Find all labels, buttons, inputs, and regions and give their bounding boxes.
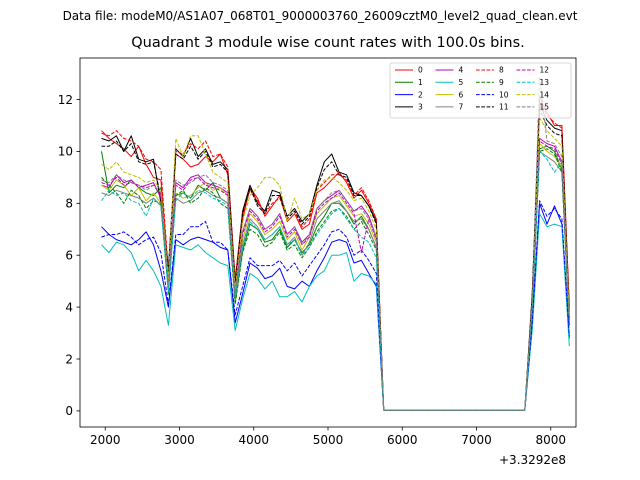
legend-label-8: 8 bbox=[499, 66, 504, 75]
y-tick-label-10: 10 bbox=[58, 145, 73, 159]
x-tick-label-2000: 2000 bbox=[90, 433, 121, 447]
series-line-15 bbox=[101, 75, 570, 411]
legend-label-14: 14 bbox=[540, 90, 550, 99]
y-tick-label-6: 6 bbox=[65, 249, 73, 263]
legend-label-4: 4 bbox=[459, 66, 464, 75]
y-tick-label-8: 8 bbox=[65, 197, 73, 211]
y-tick-label-12: 12 bbox=[58, 93, 73, 107]
y-tick-label-4: 4 bbox=[65, 300, 73, 314]
chart-title: Quadrant 3 module wise count rates with … bbox=[131, 35, 525, 51]
chart-suptitle: Data file: modeM0/AS1A07_068T01_90000037… bbox=[62, 9, 578, 23]
legend-box bbox=[389, 62, 572, 119]
legend-label-1: 1 bbox=[418, 78, 423, 87]
legend-label-11: 11 bbox=[499, 103, 509, 112]
legend-label-2: 2 bbox=[418, 90, 423, 99]
legend-label-12: 12 bbox=[540, 66, 550, 75]
legend-label-0: 0 bbox=[418, 66, 423, 75]
legend-label-6: 6 bbox=[459, 90, 464, 99]
x-tick-label-4000: 4000 bbox=[238, 433, 269, 447]
y-tick-label-0: 0 bbox=[65, 404, 73, 418]
x-tick-label-8000: 8000 bbox=[535, 433, 566, 447]
x-tick-label-5000: 5000 bbox=[313, 433, 344, 447]
legend-label-15: 15 bbox=[540, 103, 550, 112]
legend-label-10: 10 bbox=[499, 90, 509, 99]
x-tick-label-7000: 7000 bbox=[461, 433, 492, 447]
x-axis-offset-label: +3.3292e8 bbox=[499, 453, 567, 467]
legend-label-9: 9 bbox=[499, 78, 504, 87]
legend-label-13: 13 bbox=[540, 78, 550, 87]
series-line-14 bbox=[101, 117, 570, 411]
legend-label-5: 5 bbox=[459, 78, 464, 87]
legend-label-7: 7 bbox=[459, 103, 464, 112]
series-line-11 bbox=[101, 109, 570, 411]
y-tick-label-2: 2 bbox=[65, 352, 73, 366]
x-tick-label-6000: 6000 bbox=[387, 433, 418, 447]
legend-label-3: 3 bbox=[418, 103, 423, 112]
x-tick-label-3000: 3000 bbox=[164, 433, 195, 447]
